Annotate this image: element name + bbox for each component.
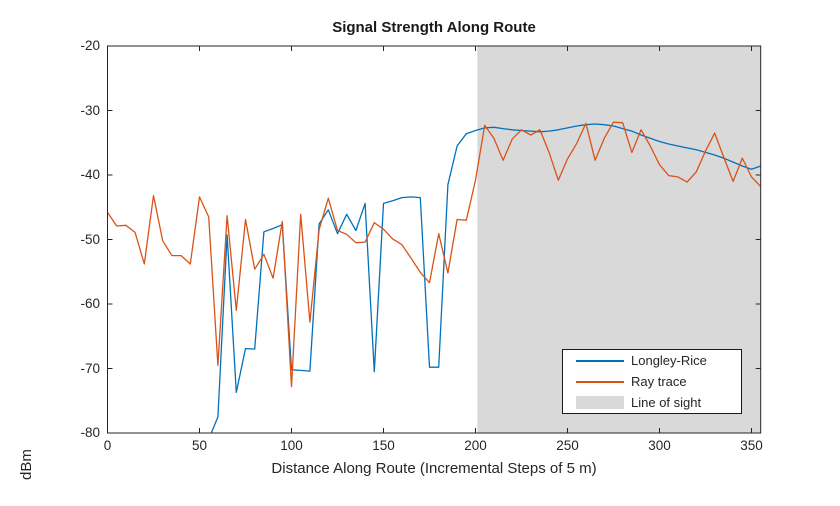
x-tick-label: 300 — [648, 438, 671, 453]
x-tick-label: 350 — [740, 438, 763, 453]
x-tick-label: 0 — [103, 438, 112, 453]
legend-entry-ray-trace: Ray trace — [563, 372, 741, 392]
x-tick-label: 200 — [464, 438, 487, 453]
y-axis-label: dBm — [18, 449, 35, 480]
chart-title: Signal Strength Along Route — [332, 19, 536, 36]
y-tick-label: -70 — [80, 360, 100, 376]
legend: Longley-Rice Ray trace Line of sight — [562, 349, 742, 414]
y-tick-label: -40 — [80, 167, 100, 182]
legend-entry-longley-rice: Longley-Rice — [563, 351, 741, 371]
legend-line-longley-rice-icon — [576, 359, 624, 362]
x-tick-label: 100 — [280, 438, 303, 453]
ray-trace-line — [107, 121, 761, 388]
y-tick-label: -80 — [80, 425, 100, 440]
y-tick-label: -60 — [80, 296, 100, 311]
axes-box — [107, 45, 762, 434]
legend-line-ray-trace-icon — [576, 380, 624, 383]
x-tick-label: 50 — [191, 438, 208, 453]
y-tick-label: -50 — [80, 231, 100, 247]
y-tick-label: -30 — [80, 102, 100, 118]
legend-entry-line-of-sight: Line of sight — [563, 392, 741, 412]
legend-label: Line of sight — [631, 394, 702, 410]
x-tick-label: 250 — [556, 438, 579, 453]
legend-patch-line-of-sight-icon — [576, 395, 624, 409]
y-tick-label: -20 — [80, 38, 100, 53]
x-tick-label: 150 — [372, 438, 395, 453]
x-axis-label: Distance Along Route (Incremental Steps … — [271, 460, 597, 477]
legend-label: Ray trace — [631, 374, 687, 389]
legend-label: Longley-Rice — [631, 353, 707, 369]
